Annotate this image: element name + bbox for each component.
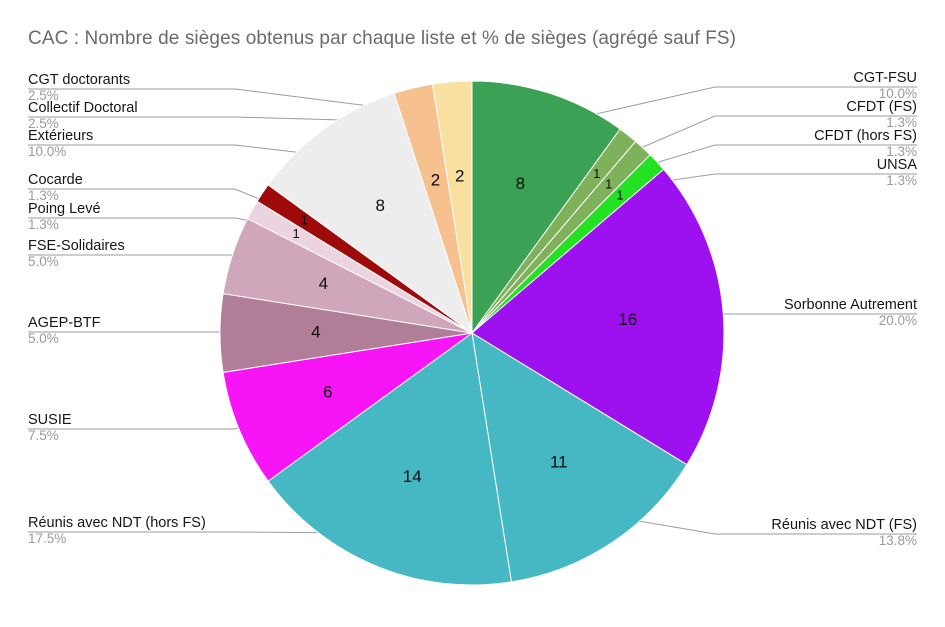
pie-label-percent: 10.0% [878,86,917,101]
pie-label-percent: 20.0% [878,313,917,328]
pie-label: UNSA 1.3% [877,157,917,188]
pie-label: Poing Levé 1.3% [28,201,101,232]
pie-label-percent: 2.5% [28,116,59,131]
pie-label: Collectif Doctoral 2.5% [28,100,138,131]
pie-label-name: CFDT (FS) [846,99,917,115]
pie-label-percent: 1.3% [886,115,917,130]
slice-value-label: 16 [618,310,637,329]
pie-label: CFDT (FS) 1.3% [846,99,917,130]
slice-value-label: 2 [455,167,464,186]
slice-value-label: 1 [605,176,612,191]
pie-label-percent: 1.3% [28,188,59,203]
pie-label-name: Sorbonne Autrement [783,297,917,313]
slice-value-label: 2 [431,171,440,190]
pie-slice[interactable] [432,80,473,334]
chart-title: CAC : Nombre de sièges obtenus par chaqu… [28,28,737,49]
slice-value-label: 14 [403,467,422,486]
pie-slice[interactable] [267,332,512,586]
pie-label: Cocarde 1.3% [28,172,83,203]
pie-label-percent: 13.8% [878,533,917,548]
pie-label: AGEP-BTF 5.0% [28,315,101,346]
pie-label-percent: 5.0% [28,254,59,269]
pie-label-percent: 1.3% [28,217,59,232]
slice-value-label: 1 [292,226,299,241]
slice-value-label: 8 [375,196,384,215]
slice-value-label: 1 [616,188,623,203]
pie-label-name: CFDT (hors FS) [814,128,917,144]
pie-label-name: CGT-FSU [853,70,917,86]
pie-slice[interactable] [267,92,473,335]
pie-label-name: Réunis avec NDT (hors FS) [28,515,206,531]
pie-label-name: Cocarde [28,172,83,188]
slice-value-label: 4 [311,322,320,341]
pie-label-name: FSE-Solidaires [28,238,125,254]
pie-label-percent: 1.3% [886,144,917,159]
pie-label-percent: 10.0% [28,144,67,159]
pie-label: Sorbonne Autrement 20.0% [784,297,917,328]
pie-label: CGT-FSU 10.0% [853,70,917,101]
pie-label: Réunis avec NDT (hors FS) 17.5% [28,515,206,546]
slice-value-label: 8 [516,174,525,193]
pie-label: CGT doctorants 2.5% [28,72,130,103]
pie-slice[interactable] [471,332,688,583]
pie-label-percent: 5.0% [28,331,59,346]
pie-label-name: Extérieurs [28,128,94,144]
pie-label-percent: 7.5% [28,428,59,443]
pie-slices-group [219,80,725,586]
pie-slice[interactable] [471,168,725,466]
slice-value-label: 4 [319,274,328,293]
pie-label-percent: 17.5% [28,531,67,546]
pie-label-name: SUSIE [28,412,72,428]
pie-label-name: Poing Levé [28,201,101,217]
pie-label: Réunis avec NDT (FS) 13.8% [771,517,917,548]
pie-label-name: AGEP-BTF [28,315,101,331]
pie-slice[interactable] [471,80,621,335]
slice-value-label: 11 [550,452,568,471]
pie-label-name: CGT doctorants [28,72,131,88]
pie-label-name: Collectif Doctoral [28,100,138,116]
slice-value-label: 6 [323,382,332,401]
pie-label-name: UNSA [876,157,917,173]
slice-value-label: 1 [593,166,600,181]
pie-label-percent: 2.5% [28,88,59,103]
leader-line [538,86,917,128]
pie-slice[interactable] [222,332,473,482]
pie-label: SUSIE 7.5% [28,412,72,443]
pie-label: CFDT (hors FS) 1.3% [814,128,917,159]
pie-label-name: Réunis avec NDT (FS) [771,517,917,533]
slice-value-label: 1 [301,212,308,227]
pie-label: FSE-Solidaires 5.0% [28,238,125,269]
pie-label: Extérieurs 10.0% [28,128,93,159]
pie-label-percent: 1.3% [886,173,917,188]
